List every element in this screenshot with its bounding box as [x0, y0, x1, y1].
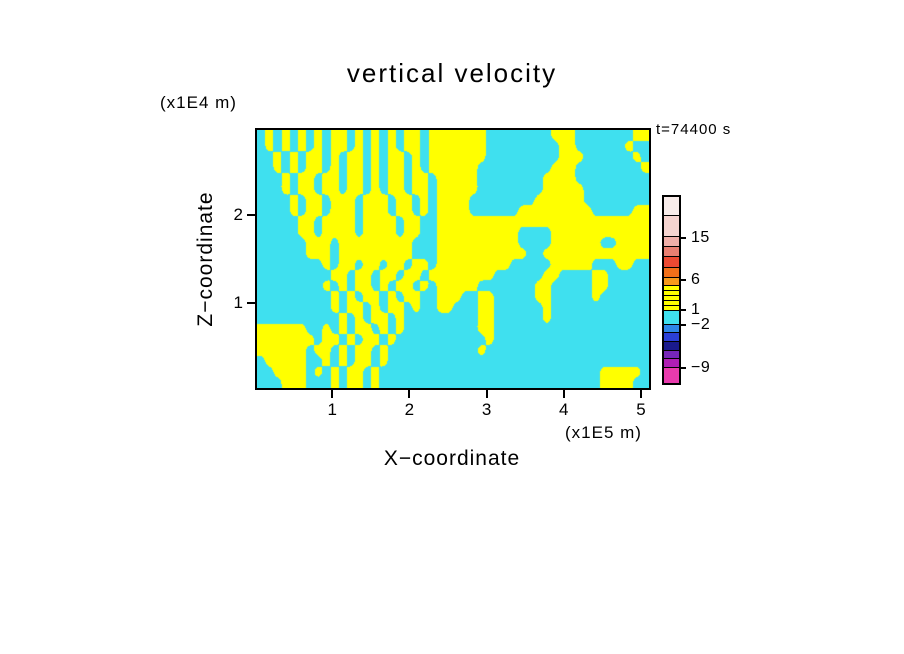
x-tick-label: 5 [636, 400, 646, 419]
contour-field-canvas [257, 130, 649, 388]
x-tick-mark [562, 390, 565, 398]
colorbar-segment [664, 235, 679, 247]
colorbar-label: −9 [691, 359, 711, 377]
colorbar-segment [664, 284, 679, 290]
colorbar-segment [664, 277, 679, 285]
x-tick-label: 1 [327, 400, 337, 419]
time-annotation: t=74400 s [656, 121, 732, 138]
x-tick-label: 4 [559, 400, 569, 419]
colorbar-segment [664, 367, 679, 384]
colorbar-segment [664, 266, 679, 278]
y-tick-mark [247, 301, 255, 304]
plot-area [255, 128, 651, 390]
colorbar-tick [681, 236, 686, 239]
colorbar-segment [664, 349, 679, 359]
colorbar [662, 195, 681, 385]
colorbar-segment [664, 332, 679, 342]
colorbar-segment [664, 246, 679, 257]
colorbar-segment [664, 197, 679, 216]
colorbar-segment [664, 289, 679, 295]
chart-title: vertical velocity [346, 58, 558, 88]
colorbar-segment [664, 309, 679, 324]
y-tick-label: 1 [233, 292, 243, 312]
x-tick-label: 3 [481, 400, 492, 419]
colorbar-segment [664, 299, 679, 305]
colorbar-segment [664, 304, 679, 310]
x-tick-mark [639, 390, 642, 398]
colorbar-label: 1 [691, 300, 701, 318]
y-tick-mark [247, 214, 255, 217]
colorbar-label: 6 [691, 271, 701, 289]
colorbar-segment [664, 215, 679, 236]
y-axis-unit-label: (x1E4 m) [160, 93, 237, 112]
colorbar-tick [681, 308, 686, 311]
colorbar-tick [681, 367, 686, 370]
x-tick-label: 2 [404, 400, 415, 419]
colorbar-label: −2 [691, 315, 711, 333]
colorbar-segment [664, 323, 679, 333]
x-axis-title: X−coordinate [383, 447, 521, 470]
y-tick-label: 2 [233, 205, 243, 225]
colorbar-segment [664, 341, 679, 350]
colorbar-segment [664, 256, 679, 267]
colorbar-segment [664, 358, 679, 368]
colorbar-tick [681, 323, 686, 326]
colorbar-label: 15 [691, 228, 710, 246]
x-axis-unit-label: (x1E5 m) [565, 423, 642, 442]
colorbar-segment [664, 294, 679, 300]
x-tick-mark [408, 390, 411, 398]
colorbar-tick [681, 279, 686, 282]
x-tick-mark [485, 390, 488, 398]
x-tick-mark [331, 390, 334, 398]
